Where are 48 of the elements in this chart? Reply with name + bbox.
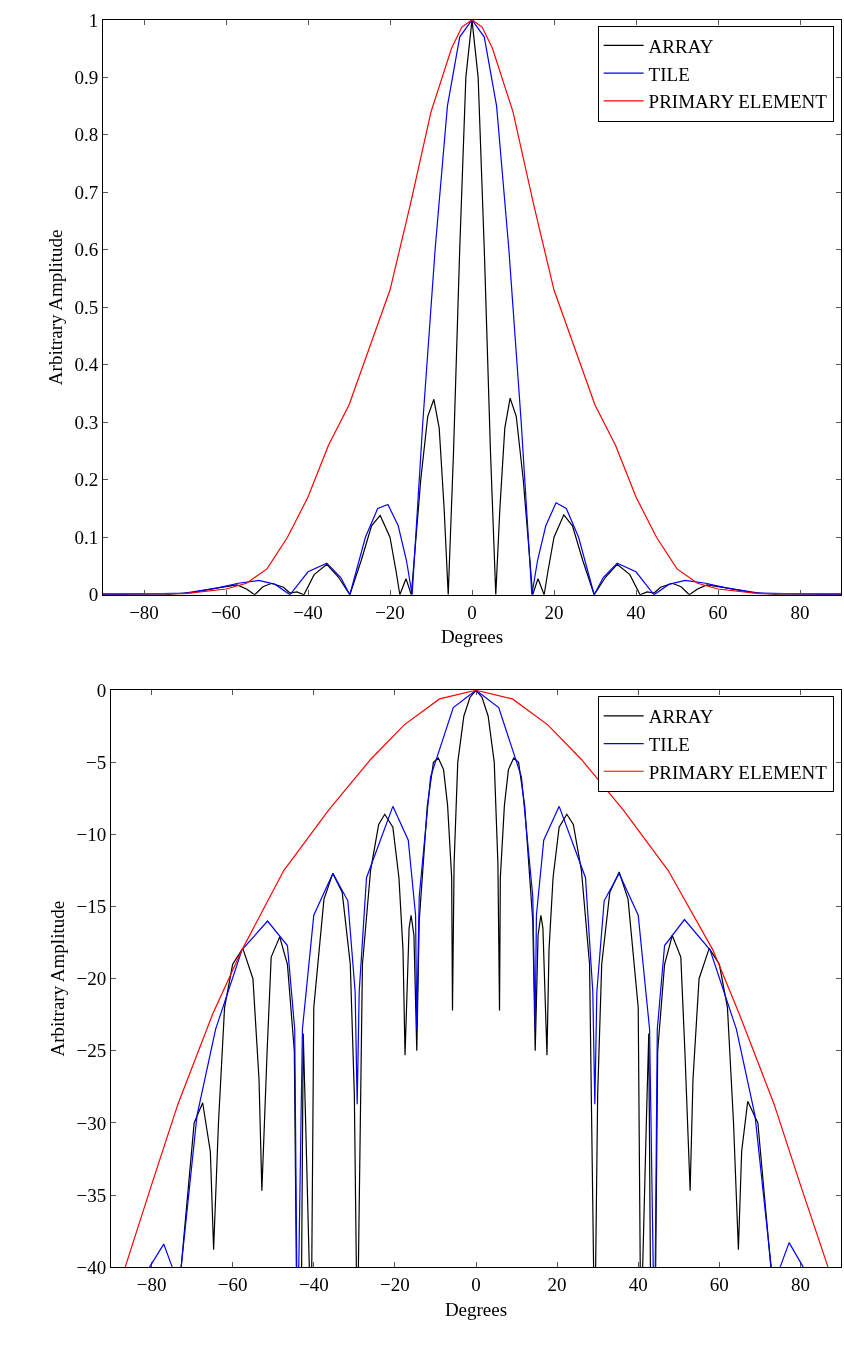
y-tick-label: −35: [76, 1184, 107, 1206]
legend-label: TILE: [648, 63, 690, 85]
x-tick-label: −40: [298, 1273, 329, 1295]
y-tick-label: 0.1: [74, 526, 99, 548]
x-tick-label: 80: [790, 1273, 810, 1295]
x-tick-label: −80: [136, 1273, 167, 1295]
y-tick-label: 0.5: [74, 296, 99, 318]
x-tick-label: −20: [380, 1273, 410, 1295]
x-tick-label: 20: [544, 601, 564, 623]
y-tick-label: −30: [76, 1112, 107, 1134]
legend-label: ARRAY: [648, 35, 714, 57]
y-tick-label: 0.2: [74, 469, 99, 491]
y-tick-label: 0.7: [74, 181, 99, 203]
y-tick-label: 0.8: [74, 124, 99, 146]
y-tick-label: −5: [85, 752, 107, 774]
x-tick-label: 80: [790, 601, 810, 623]
y-tick-label: −10: [76, 824, 107, 846]
y-tick-label: 0.6: [74, 239, 99, 261]
x-tick-label: −20: [375, 601, 405, 623]
y-tick-label: 1: [88, 9, 99, 31]
legend-label: TILE: [648, 733, 690, 755]
y-axis-title: Arbitrary Amplitude: [45, 229, 67, 386]
y-tick-label: −20: [76, 968, 107, 990]
x-tick-label: 40: [626, 601, 646, 623]
x-tick-label: 0: [467, 601, 477, 623]
y-tick-label: 0.4: [74, 354, 99, 376]
x-tick-label: −60: [211, 601, 241, 623]
y-tick-label: −40: [76, 1256, 107, 1278]
x-tick-label: 0: [471, 1273, 481, 1295]
x-tick-label: −40: [293, 601, 323, 623]
y-tick-label: 0: [88, 584, 99, 606]
x-tick-label: −60: [217, 1273, 248, 1295]
y-tick-label: 0.9: [74, 66, 99, 88]
y-tick-label: 0.3: [74, 411, 99, 433]
x-tick-label: 20: [547, 1273, 567, 1295]
legend-label: PRIMARY ELEMENT: [648, 91, 828, 113]
x-tick-label: 60: [708, 601, 728, 623]
legend-label: ARRAY: [648, 706, 714, 728]
x-tick-label: −80: [129, 601, 159, 623]
y-tick-label: −15: [76, 896, 107, 918]
x-tick-label: 40: [628, 1273, 648, 1295]
y-tick-label: 0: [96, 679, 107, 701]
x-axis-title: Degrees: [440, 626, 504, 648]
y-axis-title: Arbitrary Amplitude: [47, 900, 69, 1057]
legend-label: PRIMARY ELEMENT: [648, 761, 828, 783]
y-tick-label: −25: [76, 1040, 107, 1062]
x-axis-title: Degrees: [444, 1298, 508, 1320]
x-tick-label: 60: [709, 1273, 729, 1295]
